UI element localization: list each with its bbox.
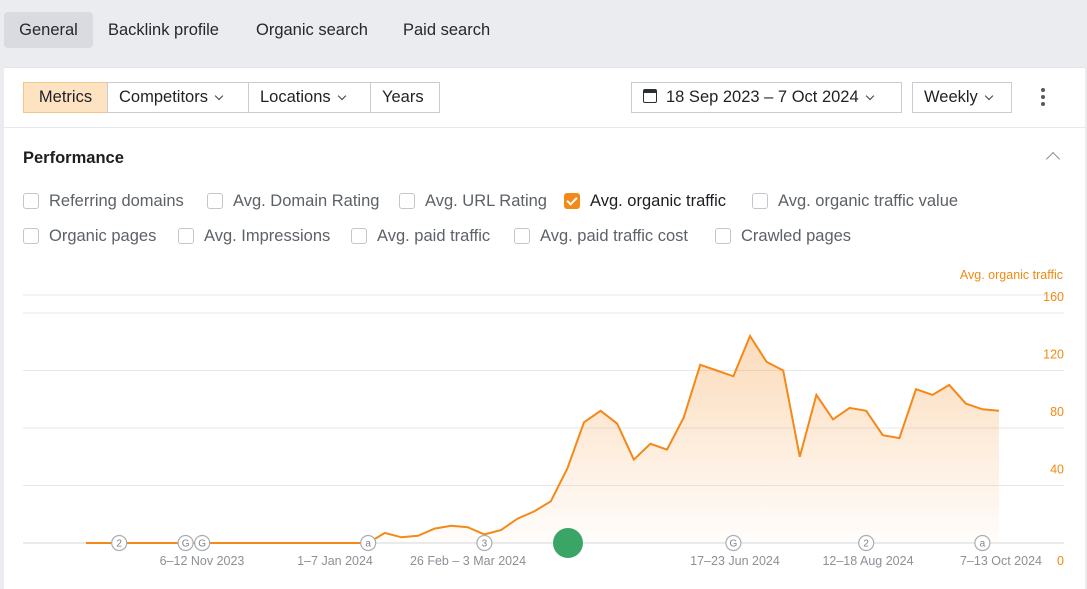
tab-backlink-profile[interactable]: Backlink profile <box>108 21 219 39</box>
highlight-dot[interactable] <box>553 528 583 558</box>
event-marker-label: G <box>730 539 738 550</box>
checkbox-icon <box>23 228 39 244</box>
checkbox-icon <box>23 193 39 209</box>
checkbox-icon <box>207 193 223 209</box>
y-tick-label: 0 <box>1057 554 1064 568</box>
x-tick-label: 26 Feb – 3 Mar 2024 <box>410 554 526 568</box>
series-area <box>86 336 999 543</box>
tab-general[interactable]: General <box>4 12 93 48</box>
checkbox-label: Avg. paid traffic <box>377 227 491 245</box>
checkbox-label: Avg. Domain Rating <box>233 192 380 210</box>
event-marker-label: 2 <box>863 539 869 550</box>
checkbox-label: Crawled pages <box>741 227 852 245</box>
checkbox-icon <box>399 193 415 209</box>
interval-label: Weekly <box>924 88 978 106</box>
tab-organic-search[interactable]: Organic search <box>256 21 368 39</box>
checkbox-icon <box>752 193 768 209</box>
section-title: Performance <box>23 149 124 167</box>
checkbox-label: Avg. URL Rating <box>425 192 547 210</box>
x-axis: 6–12 Nov 2023 1–7 Jan 2024 26 Feb – 3 Mar … <box>160 554 1042 568</box>
event-marker-label: 3 <box>482 539 488 550</box>
checkbox-icon <box>514 228 530 244</box>
event-marker-label: 2 <box>116 539 122 550</box>
checkbox-label: Avg. organic traffic <box>590 192 727 210</box>
competitors-label: Competitors <box>119 88 208 106</box>
x-tick-label: 17–23 Jun 2024 <box>690 554 780 568</box>
event-marker-icon <box>476 534 493 552</box>
checkbox-icon <box>178 228 194 244</box>
kebab-menu-icon[interactable] <box>1039 88 1047 108</box>
event-marker-icon <box>111 534 128 552</box>
checkbox-icon <box>351 228 367 244</box>
checkbox-icon <box>715 228 731 244</box>
chart-toolbar: Metrics Competitors Locations Years 18 S… <box>4 68 1085 128</box>
calendar-icon <box>643 89 657 103</box>
performance-card: Metrics Competitors Locations Years 18 S… <box>4 67 1085 589</box>
years-button[interactable]: Years <box>370 82 440 113</box>
event-marker-label: a <box>980 539 986 550</box>
x-tick-label: 12–18 Aug 2024 <box>822 554 913 568</box>
event-marker-icon <box>360 534 377 552</box>
checkbox-label: Avg. organic traffic value <box>778 192 959 210</box>
event-marker-icon <box>725 534 742 552</box>
checkbox-label: Avg. paid traffic cost <box>540 227 688 245</box>
x-tick-label: 7–13 Oct 2024 <box>960 554 1042 568</box>
date-range-picker[interactable]: 18 Sep 2023 – 7 Oct 2024 <box>631 82 902 113</box>
event-marker-icon <box>974 534 991 552</box>
metrics-button[interactable]: Metrics <box>23 82 108 113</box>
date-range-label: 18 Sep 2023 – 7 Oct 2024 <box>666 88 859 106</box>
checkbox-checked-icon <box>564 193 580 209</box>
locations-label: Locations <box>260 88 331 106</box>
checkbox-label: Avg. Impressions <box>204 227 331 245</box>
event-marker-label: a <box>365 539 371 550</box>
top-tab-bar: General Backlink profile Organic search … <box>0 0 1087 58</box>
interval-dropdown[interactable]: Weekly <box>912 82 1012 113</box>
x-tick-label: 1–7 Jan 2024 <box>297 554 373 568</box>
x-tick-label: 6–12 Nov 2023 <box>160 554 245 568</box>
tab-paid-search[interactable]: Paid search <box>403 21 491 39</box>
competitors-dropdown[interactable]: Competitors <box>107 82 249 113</box>
checkbox-label: Organic pages <box>49 227 157 245</box>
checkbox-label: Referring domains <box>49 192 184 210</box>
y-axis: 0 40 80 120 160 <box>1043 290 1064 568</box>
series-line <box>86 333 1000 544</box>
y-axis-title: Avg. organic traffic <box>959 268 1063 282</box>
y-tick-label: 160 <box>1043 290 1064 304</box>
y-tick-label: 80 <box>1050 405 1064 419</box>
y-tick-label: 120 <box>1043 348 1064 362</box>
event-marker-icon <box>858 534 875 552</box>
event-marker-icon <box>194 534 211 552</box>
locations-dropdown[interactable]: Locations <box>248 82 371 113</box>
event-marker-icon <box>177 534 194 552</box>
y-tick-label: 40 <box>1050 463 1064 477</box>
event-marker-label: G <box>182 539 190 550</box>
event-marker-label: G <box>198 539 206 550</box>
